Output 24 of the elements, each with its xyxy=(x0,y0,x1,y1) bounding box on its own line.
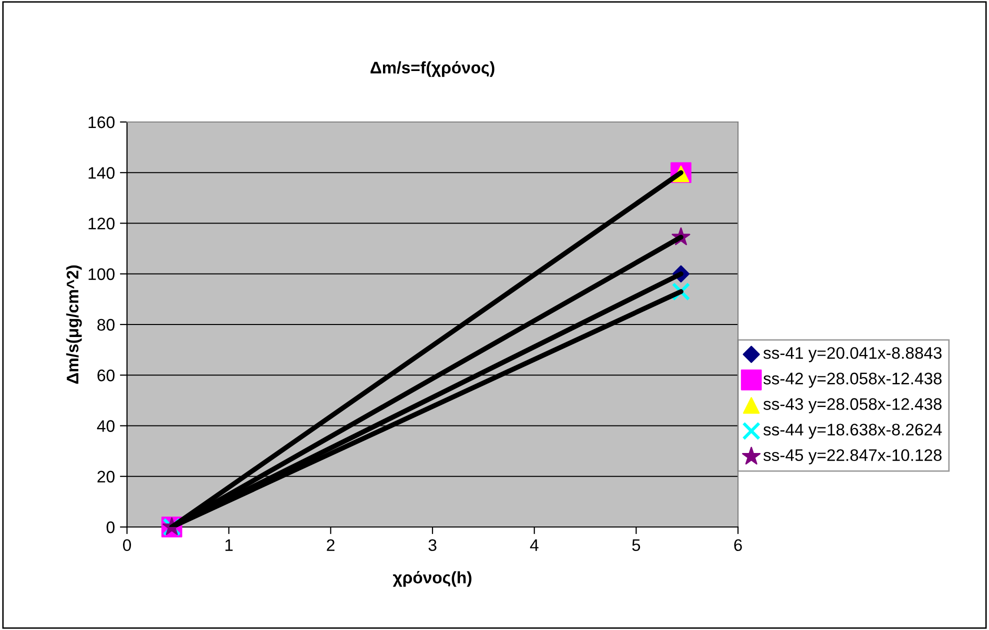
legend-label: ss-45 y=22.847x-10.128 xyxy=(763,449,942,464)
y-tick-label: 40 xyxy=(97,420,115,432)
y-tick-label: 0 xyxy=(106,521,115,534)
x-tick-label: 5 xyxy=(632,539,640,552)
y-tick-label: 140 xyxy=(88,167,115,179)
x-tick-label: 0 xyxy=(123,539,131,552)
x-axis-title: χρόνος(h) xyxy=(392,571,472,587)
legend-label: ss-44 y=18.638x-8.2624 xyxy=(763,424,942,439)
chart-title: Δm/s=f(χρόνος) xyxy=(370,61,494,77)
y-tick-label: 160 xyxy=(88,116,115,128)
y-tick-label: 20 xyxy=(97,470,115,483)
x-tick-label: 2 xyxy=(326,539,334,551)
y-tick-label: 60 xyxy=(98,370,115,382)
y-tick-label: 80 xyxy=(97,318,115,331)
y-tick-label: 100 xyxy=(88,268,115,280)
x-tick-label: 1 xyxy=(225,539,233,551)
y-axis-title: Δm/s(μg/cm^2) xyxy=(66,265,82,384)
x-tick-label: 4 xyxy=(530,539,538,551)
legend-label: ss-41 y=20.041x-8.8843 xyxy=(763,347,942,362)
legend-label: ss-42 y=28.058x-12.438 xyxy=(763,372,942,388)
x-tick-label: 6 xyxy=(734,539,742,552)
x-tick-label: 3 xyxy=(428,539,436,552)
legend-label: ss-43 y=28.058x-12.438 xyxy=(763,398,942,414)
y-tick-label: 120 xyxy=(88,218,115,230)
